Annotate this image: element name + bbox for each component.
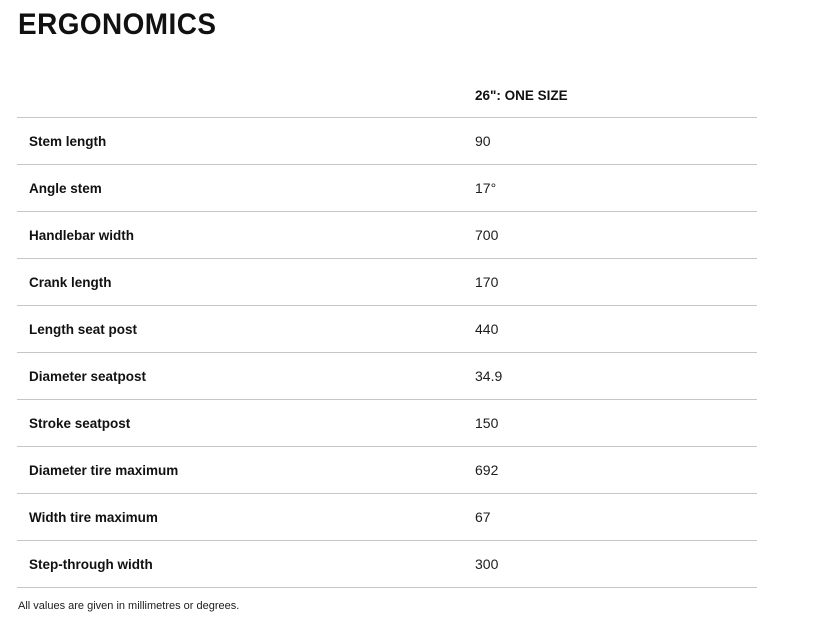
spec-label: Width tire maximum xyxy=(29,509,158,525)
spec-value: 67 xyxy=(475,509,491,525)
table-row: Width tire maximum 67 xyxy=(17,494,757,541)
table-row: Diameter tire maximum 692 xyxy=(17,447,757,494)
table-row: Step-through width 300 xyxy=(17,541,757,588)
units-footnote: All values are given in millimetres or d… xyxy=(18,600,240,612)
spec-label: Stroke seatpost xyxy=(29,415,131,431)
ergonomics-section: ERGONOMICS 26": ONE SIZE Stem length 90 … xyxy=(17,8,757,612)
table-header-row: 26": ONE SIZE xyxy=(17,74,757,118)
spec-label: Handlebar width xyxy=(29,227,135,243)
spec-value: 300 xyxy=(475,556,499,572)
spec-label: Stem length xyxy=(29,133,107,149)
table-row: Handlebar width 700 xyxy=(17,212,757,259)
table-row: Diameter seatpost 34.9 xyxy=(17,353,757,400)
spec-label: Diameter seatpost xyxy=(29,368,147,384)
spec-label: Step-through width xyxy=(29,556,153,572)
spec-label: Length seat post xyxy=(29,321,138,337)
table-body: Stem length 90 Angle stem 17° Handlebar … xyxy=(17,118,757,588)
table-row: Length seat post 440 xyxy=(17,306,757,353)
spec-value: 90 xyxy=(475,133,491,149)
section-title: ERGONOMICS xyxy=(18,8,217,41)
spec-value: 150 xyxy=(475,415,499,431)
spec-value: 700 xyxy=(475,227,499,243)
ergonomics-spec-table: 26": ONE SIZE Stem length 90 Angle stem … xyxy=(17,74,757,588)
spec-value: 17° xyxy=(475,180,497,196)
table-row: Angle stem 17° xyxy=(17,165,757,212)
spec-label: Diameter tire maximum xyxy=(29,462,179,478)
spec-value: 34.9 xyxy=(475,368,503,384)
spec-value: 170 xyxy=(475,274,499,290)
spec-label: Crank length xyxy=(29,274,112,290)
spec-value: 692 xyxy=(475,462,499,478)
table-row: Crank length 170 xyxy=(17,259,757,306)
spec-label: Angle stem xyxy=(29,180,102,196)
size-column-header: 26": ONE SIZE xyxy=(475,88,568,103)
table-row: Stem length 90 xyxy=(17,118,757,165)
spec-value: 440 xyxy=(475,321,499,337)
table-row: Stroke seatpost 150 xyxy=(17,400,757,447)
